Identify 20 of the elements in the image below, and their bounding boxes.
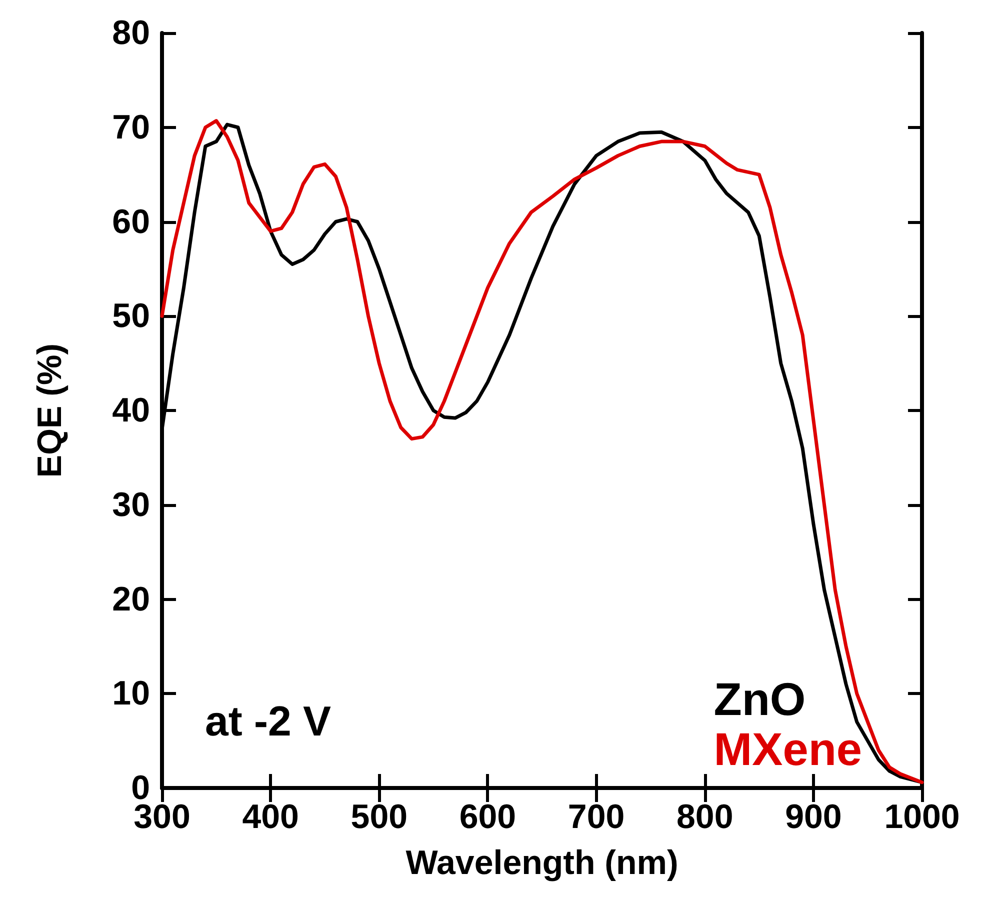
y-tick-label: 10 xyxy=(112,674,150,713)
y-tick-label: 40 xyxy=(112,392,150,430)
x-tick-label: 1000 xyxy=(884,798,960,836)
y-tick-label: 70 xyxy=(112,108,150,146)
x-tick-label: 500 xyxy=(350,798,408,836)
x-tick-label: 800 xyxy=(676,798,734,836)
y-tick-label: 20 xyxy=(112,580,150,618)
x-tick-label: 600 xyxy=(459,798,516,836)
y-tick-label: 30 xyxy=(112,486,150,524)
x-tick-label: 700 xyxy=(568,798,625,836)
x-tick-label: 400 xyxy=(242,798,299,836)
x-axis-title: Wavelength (nm) xyxy=(406,844,678,882)
x-tick-label: 900 xyxy=(785,798,842,836)
y-axis-title: EQE (%) xyxy=(31,343,69,478)
y-tick-label: 60 xyxy=(112,202,150,241)
legend-label: ZnO xyxy=(714,673,806,725)
annotation: at -2 V xyxy=(205,698,332,744)
series-label: MXene xyxy=(714,723,862,775)
y-tick-label: 50 xyxy=(112,297,150,336)
y-tick-label: 80 xyxy=(112,14,150,52)
